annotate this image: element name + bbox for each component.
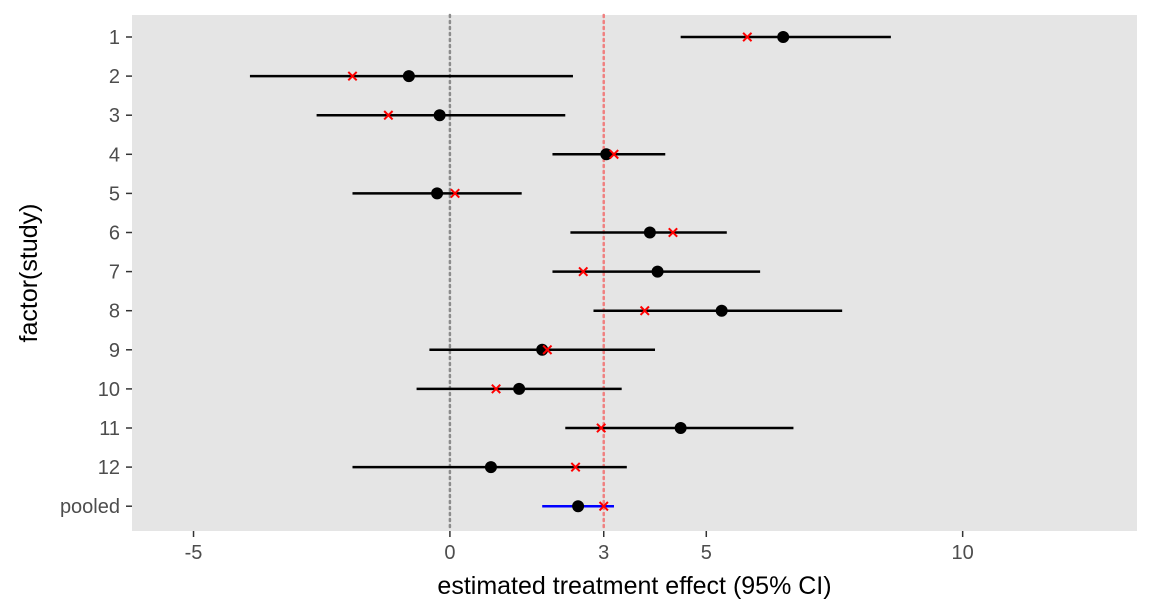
study-3-y-label: 3 [109, 105, 120, 127]
study-10-y-label: 10 [98, 379, 120, 401]
study-11-estimate-point [674, 422, 687, 434]
study-3-estimate-point [433, 109, 446, 122]
study-2-cross-marker [347, 71, 358, 82]
study-12-estimate-point [484, 461, 497, 474]
study-12-y-label: 12 [98, 457, 120, 479]
x-tick-label-3: 3 [598, 542, 609, 564]
study-6-estimate-point [643, 226, 656, 239]
x-tick-label-10: 10 [952, 542, 974, 564]
study-10-estimate-point [513, 382, 526, 395]
x-axis-title: estimated treatment effect (95% CI) [437, 572, 831, 600]
study-7-y-label: 7 [109, 262, 120, 284]
study-6-y-label: 6 [109, 223, 120, 245]
x-tick-label--5: -5 [185, 542, 203, 564]
study-1-cross-marker [742, 32, 753, 42]
study-8-estimate-point [715, 304, 728, 317]
x-tick-label-5: 5 [701, 542, 712, 564]
study-4-estimate-point [600, 148, 613, 161]
study-4-y-label: 4 [109, 144, 120, 166]
study-2-estimate-point [402, 70, 415, 83]
y-axis-title: factor(study) [15, 204, 43, 343]
study-10-cross-marker [491, 383, 501, 394]
study-8-y-label: 8 [109, 301, 120, 323]
study-9-cross-marker [542, 344, 553, 355]
study-1-estimate-point [777, 31, 790, 43]
plot-panel-background [132, 15, 1137, 531]
study-1-y-label: 1 [109, 27, 120, 49]
study-3-cross-marker [383, 110, 394, 121]
study-11-y-label: 11 [99, 418, 120, 440]
pooled-estimate-point [572, 500, 585, 513]
x-tick-label-0: 0 [444, 542, 455, 564]
study-6-cross-marker [668, 227, 678, 238]
study-4-cross-marker [609, 149, 619, 160]
study-2-y-label: 2 [109, 66, 120, 88]
study-7-cross-marker [578, 266, 589, 277]
study-5-y-label: 5 [109, 183, 120, 205]
study-8-cross-marker [639, 305, 650, 316]
study-5-estimate-point [431, 187, 444, 200]
pooled-y-label: pooled [60, 496, 120, 518]
study-11-cross-marker [596, 423, 607, 433]
pooled-cross-marker [598, 501, 609, 512]
study-9-y-label: 9 [109, 340, 120, 362]
study-12-cross-marker [570, 462, 581, 473]
study-5-cross-marker [450, 188, 460, 199]
study-7-estimate-point [651, 265, 664, 278]
